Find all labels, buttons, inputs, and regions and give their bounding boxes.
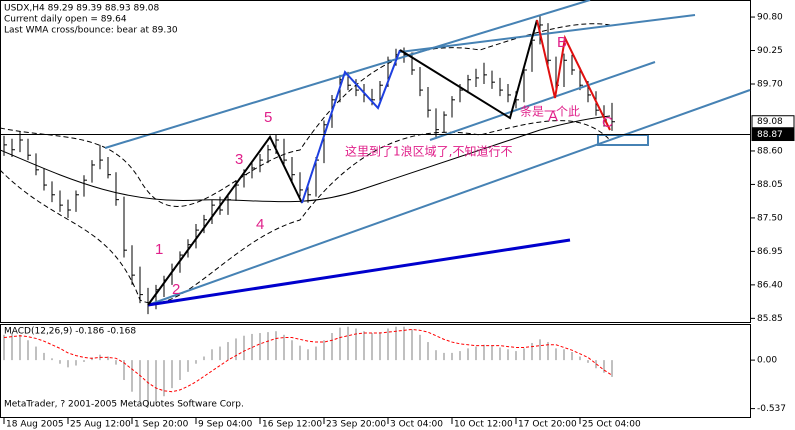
y-tick-label: 86.40 <box>757 280 783 290</box>
note: Current daily open = 89.64 <box>4 15 127 25</box>
wave-label: A <box>548 108 558 125</box>
y-tick-label: 88.05 <box>757 180 783 190</box>
annotation: 条是一个此 <box>520 105 580 119</box>
trend-line <box>147 89 751 306</box>
chart-title: USDX,H4 89.29 89.39 88.93 89.08 <box>4 4 160 14</box>
x-tick-label: 17 Oct 20:00 <box>518 420 577 430</box>
wave-line <box>147 135 303 306</box>
macd-title: MACD(12,26,9) -0.186 -0.168 <box>4 327 136 337</box>
footer: MetaTrader, ? 2001-2005 MetaQuotes Softw… <box>4 400 244 410</box>
wave-label: 4 <box>256 216 264 233</box>
main-pane <box>0 0 751 323</box>
wave-label: 3 <box>235 151 243 168</box>
annotation: 这里到了1浪区域了,不知道行不 <box>345 144 512 159</box>
envelope-upper <box>0 23 611 207</box>
envelope-lower <box>0 120 611 304</box>
price-label: 89.08 <box>757 117 783 127</box>
wave-label: C <box>602 114 613 131</box>
price-label-box <box>751 128 795 142</box>
x-tick-label: 3 Oct 04:00 <box>390 420 443 430</box>
y-tick-label: 90.80 <box>757 13 783 23</box>
y-tick-label: 86.95 <box>757 247 783 257</box>
y-tick-label: -0.537 <box>757 404 786 414</box>
y-tick-label: 87.50 <box>757 213 783 223</box>
wave-label: B <box>557 34 567 51</box>
x-tick-label: 9 Sep 04:00 <box>198 420 253 430</box>
x-tick-label: 1 Sep 20:00 <box>134 420 189 430</box>
y-tick-label: 85.85 <box>757 314 783 324</box>
moving-average <box>0 115 611 203</box>
wave-line <box>301 49 401 204</box>
wave-label: 5 <box>264 109 272 126</box>
note: Last WMA cross/bounce: bear at 89.30 <box>4 26 178 36</box>
x-tick-label: 10 Oct 12:00 <box>454 420 513 430</box>
x-tick-label: 18 Aug 2005 <box>6 420 64 430</box>
y-tick-label: 0.00 <box>757 356 777 366</box>
signal-line <box>3 328 613 393</box>
x-tick-label: 25 Aug 12:00 <box>70 420 131 430</box>
trend-line <box>399 14 696 53</box>
x-tick-label: 23 Sep 20:00 <box>326 420 386 430</box>
y-tick-label: 90.25 <box>757 46 783 56</box>
wave-label: 1 <box>155 241 163 258</box>
y-tick-label: 88.60 <box>757 146 783 156</box>
price-label: 88.87 <box>757 130 783 140</box>
x-tick-label: 16 Sep 12:00 <box>262 420 322 430</box>
trend-line <box>429 61 656 141</box>
y-tick-label: 89.70 <box>757 80 783 90</box>
trend-line <box>147 238 571 307</box>
drawings <box>104 0 751 307</box>
wave-line <box>399 19 538 120</box>
x-tick-label: 25 Oct 04:00 <box>582 420 641 430</box>
wave-line <box>536 19 611 131</box>
macd-pane <box>0 324 751 418</box>
wave-label: 2 <box>172 281 180 298</box>
price-label-box <box>751 115 795 129</box>
